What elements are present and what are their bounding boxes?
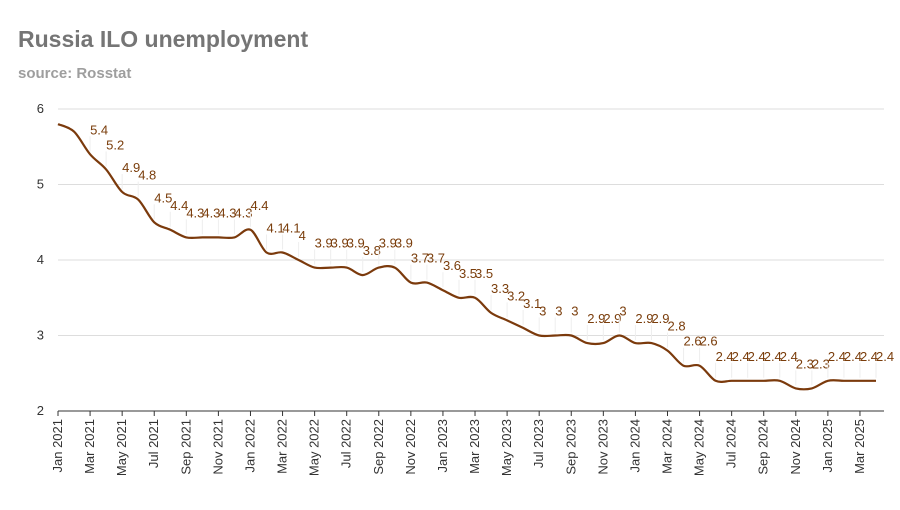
x-axis: Jan 2021 Mar 2021 May 2021 Jul 2021 Sep 2021…	[50, 411, 867, 476]
data-label: 3.7	[411, 251, 429, 266]
x-tick-label: Jan 2021	[50, 419, 65, 473]
data-labels: 5.45.24.94.84.54.44.34.34.34.34.44.14.14…	[89, 122, 894, 386]
data-label: 3.3	[491, 281, 509, 296]
data-label: 2.3	[812, 356, 830, 371]
x-tick-label: Nov 2024	[788, 419, 803, 475]
data-label: 5.4	[90, 122, 108, 137]
data-label: 2.6	[700, 334, 718, 349]
data-label: 2.3	[796, 356, 814, 371]
data-label: 3	[571, 304, 578, 319]
y-tick-label: 6	[37, 101, 44, 116]
data-label: 3.9	[379, 236, 397, 251]
data-label: 3.6	[443, 258, 461, 273]
series-layer	[57, 123, 876, 391]
data-label: 3.9	[395, 236, 413, 251]
data-label: 3.5	[459, 266, 477, 281]
data-label: 2.4	[844, 349, 862, 364]
chart-subtitle: source: Rosstat	[18, 65, 132, 82]
data-label: 2.9	[635, 311, 653, 326]
data-label: 4.3	[218, 205, 236, 220]
x-tick-label: Nov 2021	[210, 419, 225, 475]
x-tick-label: Jan 2025	[820, 419, 835, 473]
data-label: 4.4	[170, 198, 188, 213]
data-label: 4.3	[234, 205, 252, 220]
data-label: 2.6	[684, 334, 702, 349]
data-label: 2.4	[732, 349, 750, 364]
x-tick-label: Sep 2023	[563, 419, 578, 475]
x-tick-label: Jul 2022	[339, 419, 354, 468]
data-label: 2.8	[667, 319, 685, 334]
data-label: 3.7	[427, 251, 445, 266]
data-label: 2.4	[764, 349, 782, 364]
y-tick-label: 2	[37, 403, 44, 418]
data-label: 4.8	[138, 168, 156, 183]
data-label: 3	[619, 304, 626, 319]
data-label: 4.1	[283, 220, 301, 235]
data-label: 5.2	[106, 137, 124, 152]
x-tick-label: Sep 2021	[178, 419, 193, 475]
data-label: 4.4	[250, 198, 268, 213]
x-tick-label: May 2023	[499, 419, 514, 476]
data-label: 4.5	[154, 190, 172, 205]
data-label: 2.4	[716, 349, 734, 364]
data-label: 4.9	[122, 160, 140, 175]
data-label: 3.1	[523, 296, 541, 311]
y-tick-label: 4	[37, 252, 44, 267]
x-tick-label: May 2022	[307, 419, 322, 476]
data-label: 2.4	[860, 349, 878, 364]
x-tick-label: Nov 2022	[403, 419, 418, 475]
x-tick-label: Mar 2022	[275, 419, 290, 474]
data-label: 3.2	[507, 288, 525, 303]
x-tick-label: Jan 2024	[627, 419, 642, 473]
gridlines	[58, 108, 884, 412]
x-tick-label: Nov 2023	[595, 419, 610, 475]
data-label: 4	[299, 228, 306, 243]
x-tick-label: May 2021	[114, 419, 129, 476]
data-label: 4.3	[186, 205, 204, 220]
data-label: 3.5	[475, 266, 493, 281]
data-label: 2.4	[828, 349, 846, 364]
x-tick-label: Mar 2023	[467, 419, 482, 474]
data-label: 3.9	[347, 236, 365, 251]
data-label: 4.1	[267, 220, 285, 235]
data-label: 3.8	[363, 243, 381, 258]
data-label: 2.9	[603, 311, 621, 326]
data-label: 3	[539, 304, 546, 319]
x-tick-label: May 2024	[692, 419, 707, 476]
x-tick-label: Jul 2023	[531, 419, 546, 468]
data-label: 3.9	[331, 236, 349, 251]
x-tick-label: Jan 2023	[435, 419, 450, 473]
data-label: 2.4	[780, 349, 798, 364]
x-tick-label: Mar 2021	[82, 419, 97, 474]
chart-title: Russia ILO unemployment	[18, 26, 309, 52]
x-tick-label: Mar 2025	[852, 419, 867, 474]
y-tick-label: 5	[37, 177, 44, 192]
x-tick-label: Sep 2024	[756, 419, 771, 475]
y-tick-label: 3	[37, 328, 44, 343]
data-label: 2.9	[587, 311, 605, 326]
x-tick-label: Mar 2024	[659, 419, 674, 474]
data-label: 2.4	[748, 349, 766, 364]
data-label: 2.4	[876, 349, 894, 364]
data-label: 4.3	[202, 205, 220, 220]
data-label: 3.9	[315, 236, 333, 251]
series-line	[57, 123, 876, 391]
x-tick-label: Jan 2022	[242, 419, 257, 473]
x-tick-label: Sep 2022	[371, 419, 386, 475]
y-axis: 2 3 4 5 6	[37, 101, 44, 418]
data-label: 3	[555, 304, 562, 319]
data-label: 2.9	[651, 311, 669, 326]
x-tick-label: Jul 2021	[146, 419, 161, 468]
x-tick-label: Jul 2024	[724, 419, 739, 468]
